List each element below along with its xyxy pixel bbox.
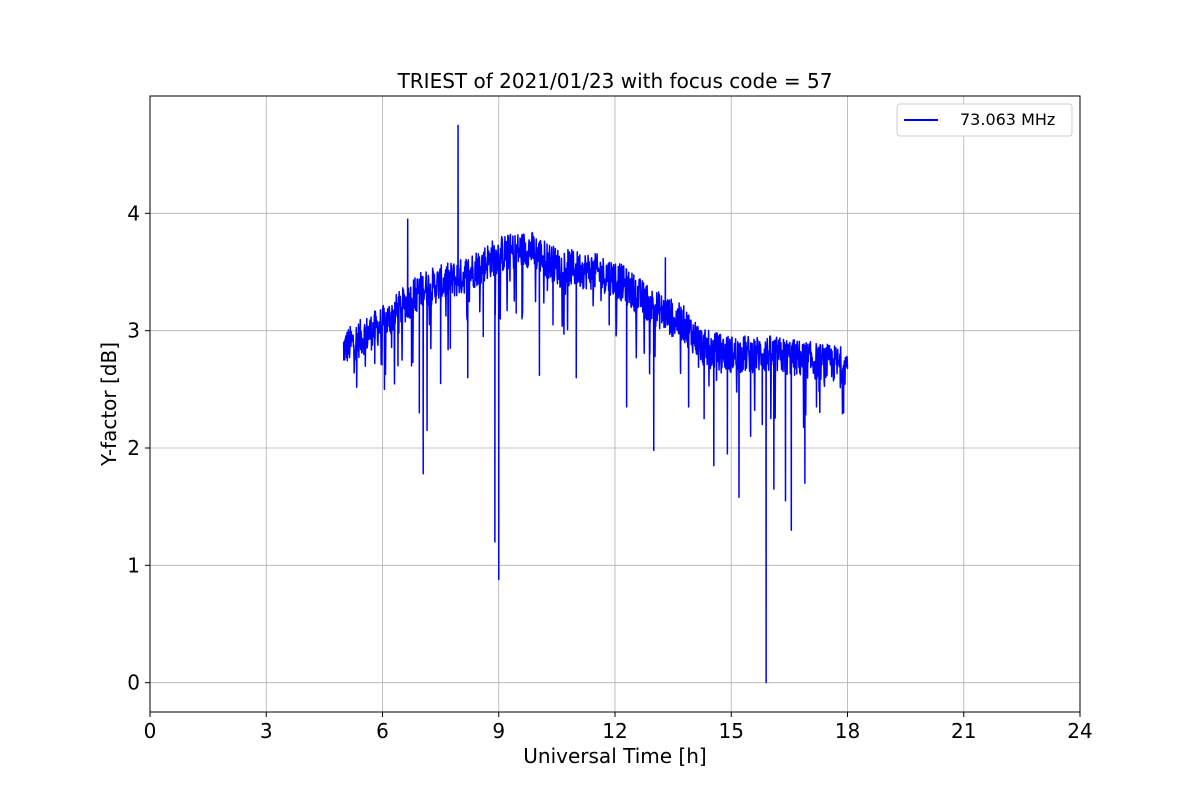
x-axis: 0 3 6 9 12 15 18 21 24: [144, 712, 1093, 743]
y-tick-label: 4: [127, 201, 140, 225]
grid: [149, 96, 1081, 712]
x-tick-label: 12: [602, 719, 627, 743]
plot-area: [342, 124, 849, 684]
x-axis-label: Universal Time [h]: [523, 744, 706, 768]
y-tick-label: 0: [127, 671, 140, 695]
x-tick-label: 24: [1067, 719, 1092, 743]
legend-frame: [896, 103, 1073, 137]
x-tick-label: 21: [951, 719, 976, 743]
series-line: [342, 124, 849, 684]
legend: 73.063 MHz: [896, 103, 1073, 137]
y-axis: 0 1 2 3 4: [127, 201, 150, 695]
y-tick-label: 1: [127, 553, 140, 577]
x-tick-label: 6: [376, 719, 389, 743]
legend-entry: 73.063 MHz: [960, 110, 1055, 129]
x-tick-label: 9: [492, 719, 505, 743]
y-tick-label: 2: [127, 436, 140, 460]
x-tick-label: 0: [144, 719, 157, 743]
x-tick-label: 3: [260, 719, 273, 743]
x-tick-label: 15: [719, 719, 744, 743]
x-tick-label: 18: [835, 719, 860, 743]
y-tick-label: 3: [127, 319, 140, 343]
y-axis-label: Y-factor [dB]: [97, 342, 121, 467]
chart-title: TRIEST of 2021/01/23 with focus code = 5…: [397, 69, 833, 93]
